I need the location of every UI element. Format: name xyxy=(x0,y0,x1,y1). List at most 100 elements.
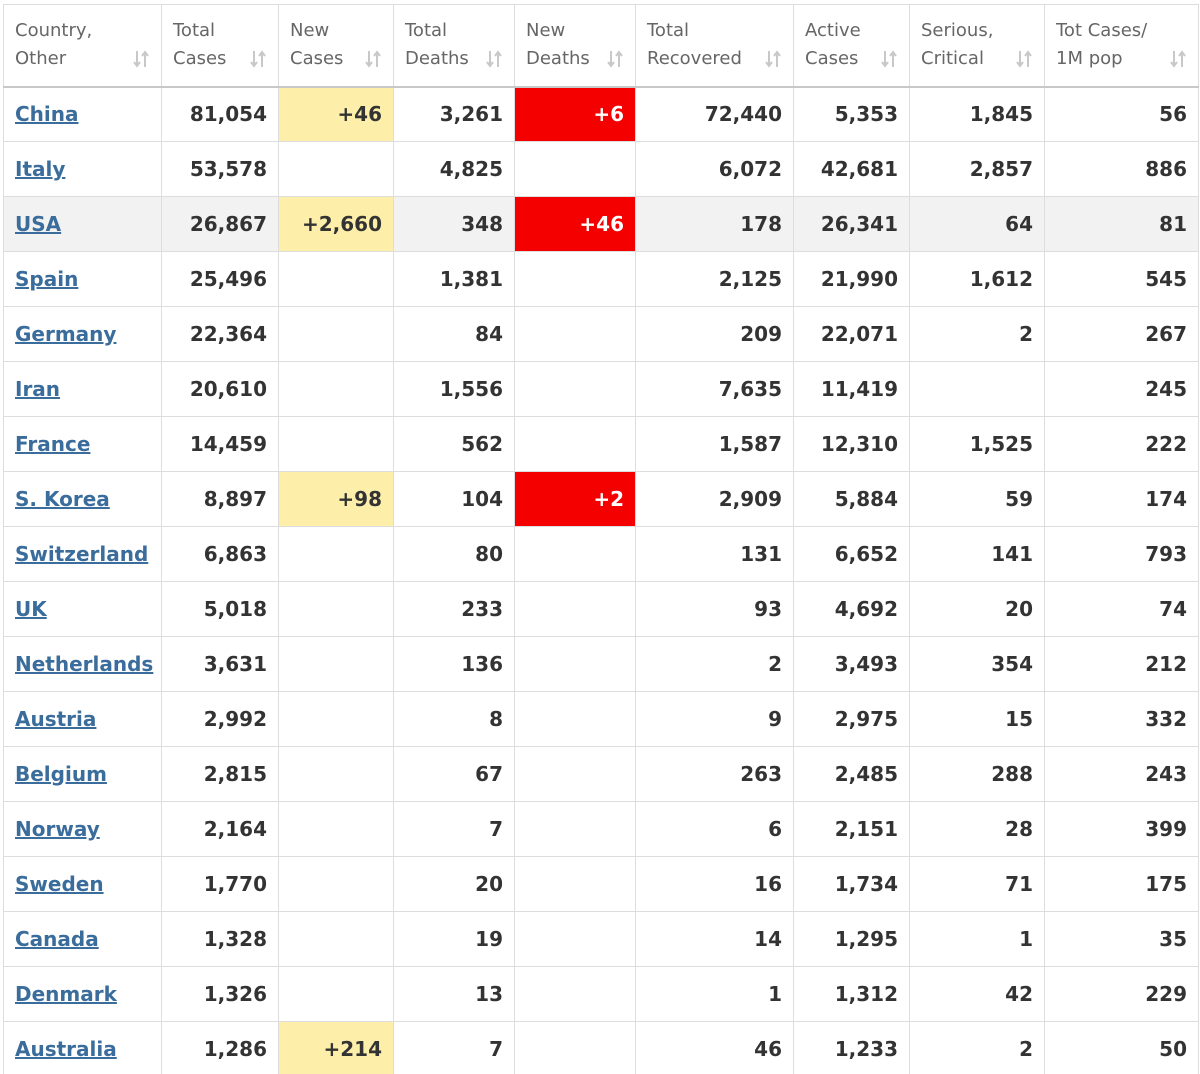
table-cell: 2,992 xyxy=(161,691,279,747)
table-cell: +2 xyxy=(514,471,636,527)
column-header[interactable]: New Deaths xyxy=(514,4,636,88)
sort-icon xyxy=(765,50,781,68)
table-cell xyxy=(278,801,394,857)
table-cell: 11,419 xyxy=(793,361,910,417)
table-cell: 3,261 xyxy=(393,86,515,142)
country-link[interactable]: USA xyxy=(15,212,62,236)
table-cell: 2,857 xyxy=(909,141,1045,197)
table-cell xyxy=(278,856,394,912)
table-cell: 886 xyxy=(1044,141,1199,197)
country-link[interactable]: Norway xyxy=(15,817,100,841)
column-header[interactable]: Tot Cases/1M pop xyxy=(1044,4,1199,88)
sort-icon xyxy=(365,50,381,68)
column-header[interactable]: Total Recovered xyxy=(635,4,794,88)
country-link[interactable]: Netherlands xyxy=(15,652,154,676)
table-cell: 7 xyxy=(393,801,515,857)
table-row: Austria 2,992 8 9 2,975 15 332 xyxy=(3,691,1199,747)
table-cell: 131 xyxy=(635,526,794,582)
column-header[interactable]: Active Cases xyxy=(793,4,910,88)
table-cell: 233 xyxy=(393,581,515,637)
table-cell: 5,018 xyxy=(161,581,279,637)
table-cell: 212 xyxy=(1044,636,1199,692)
sort-icon xyxy=(1170,50,1186,68)
table-cell: 1,587 xyxy=(635,416,794,472)
table-cell: +2,660 xyxy=(278,196,394,252)
table-row: S. Korea 8,897 +98 104 +2 2,909 5,884 59 174 xyxy=(3,471,1199,527)
header-line: Critical xyxy=(921,48,984,69)
column-header[interactable]: Serious, Critical xyxy=(909,4,1045,88)
country-link[interactable]: Italy xyxy=(15,157,66,181)
table-cell xyxy=(514,911,636,967)
table-cell: 81,054 xyxy=(161,86,279,142)
country-link[interactable]: Canada xyxy=(15,927,99,951)
table-cell: 46 xyxy=(635,1021,794,1074)
table-cell: Sweden xyxy=(3,856,162,912)
table-cell: S. Korea xyxy=(3,471,162,527)
table-cell: 74 xyxy=(1044,581,1199,637)
table-cell xyxy=(514,1021,636,1074)
country-link[interactable]: Australia xyxy=(15,1037,117,1061)
table-cell xyxy=(514,306,636,362)
country-link[interactable]: S. Korea xyxy=(15,487,110,511)
table-cell xyxy=(514,581,636,637)
country-link[interactable]: Switzerland xyxy=(15,542,149,566)
country-link[interactable]: Germany xyxy=(15,322,117,346)
header-line: Cases xyxy=(290,48,344,69)
column-header[interactable]: Total Deaths xyxy=(393,4,515,88)
country-link[interactable]: Denmark xyxy=(15,982,117,1006)
column-header[interactable]: Total Cases xyxy=(161,4,279,88)
table-cell: 4,692 xyxy=(793,581,910,637)
table-cell xyxy=(514,526,636,582)
table-cell: Austria xyxy=(3,691,162,747)
table-cell: 1,734 xyxy=(793,856,910,912)
country-link[interactable]: Iran xyxy=(15,377,61,401)
country-link[interactable]: France xyxy=(15,432,91,456)
table-cell xyxy=(514,801,636,857)
country-link[interactable]: UK xyxy=(15,597,47,621)
table-cell: 20 xyxy=(393,856,515,912)
table-cell: 2,909 xyxy=(635,471,794,527)
header-line: Total xyxy=(173,20,216,41)
table-cell: 1,328 xyxy=(161,911,279,967)
table-cell: 229 xyxy=(1044,966,1199,1022)
table-cell: 5,353 xyxy=(793,86,910,142)
column-header[interactable]: Country, Other xyxy=(3,4,162,88)
country-link[interactable]: Austria xyxy=(15,707,97,731)
table-cell: 35 xyxy=(1044,911,1199,967)
sort-icon xyxy=(1016,50,1032,68)
table-cell: 348 xyxy=(393,196,515,252)
table-row: Italy 53,578 4,825 6,072 42,681 2,857 886 xyxy=(3,141,1199,197)
table-cell: Canada xyxy=(3,911,162,967)
column-header[interactable]: New Cases xyxy=(278,4,394,88)
table-cell: 22,364 xyxy=(161,306,279,362)
table-cell xyxy=(278,746,394,802)
table-cell xyxy=(514,416,636,472)
country-link[interactable]: China xyxy=(15,102,79,127)
country-link[interactable]: Spain xyxy=(15,267,79,291)
table-cell: 263 xyxy=(635,746,794,802)
table-cell: Spain xyxy=(3,251,162,307)
table-cell: 6,072 xyxy=(635,141,794,197)
country-link[interactable]: Belgium xyxy=(15,762,107,786)
table-cell xyxy=(514,141,636,197)
table-cell: 53,578 xyxy=(161,141,279,197)
table-cell: Belgium xyxy=(3,746,162,802)
table-cell: 6 xyxy=(635,801,794,857)
country-link[interactable]: Sweden xyxy=(15,872,104,896)
table-cell: 1,286 xyxy=(161,1021,279,1074)
table-cell: 25,496 xyxy=(161,251,279,307)
table-cell: 50 xyxy=(1044,1021,1199,1074)
table-cell: 28 xyxy=(909,801,1045,857)
table-row: Belgium 2,815 67 263 2,485 288 243 xyxy=(3,746,1199,802)
table-cell: 13 xyxy=(393,966,515,1022)
header-line: Tot Cases/ xyxy=(1056,20,1148,41)
table-row: Canada 1,328 19 14 1,295 1 35 xyxy=(3,911,1199,967)
table-cell: Iran xyxy=(3,361,162,417)
table-row: Switzerland 6,863 80 131 6,652 141 793 xyxy=(3,526,1199,582)
table-cell: 2 xyxy=(635,636,794,692)
table-cell: USA xyxy=(3,196,162,252)
table-cell: 16 xyxy=(635,856,794,912)
table-row: Norway 2,164 7 6 2,151 28 399 xyxy=(3,801,1199,857)
table-row: Sweden 1,770 20 16 1,734 71 175 xyxy=(3,856,1199,912)
table-cell: 2 xyxy=(909,306,1045,362)
